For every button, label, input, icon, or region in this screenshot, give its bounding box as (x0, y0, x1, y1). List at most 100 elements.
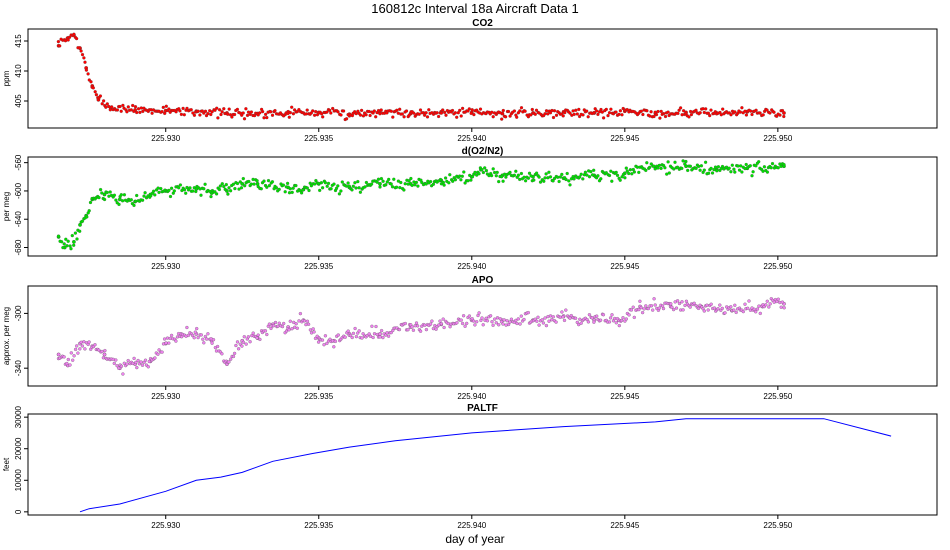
scatter-dot (131, 361, 135, 366)
scatter-dot (779, 164, 783, 169)
scatter-dot (214, 192, 219, 196)
scatter-dot (418, 329, 423, 333)
scatter-dot (202, 187, 206, 191)
scatter-dot (743, 302, 747, 306)
scatter-dot (420, 180, 424, 185)
scatter-dot (610, 179, 614, 183)
scatter-dot (203, 109, 208, 113)
scatter-dot (680, 300, 684, 304)
scatter-dot (75, 344, 79, 348)
scatter-dot (82, 56, 86, 60)
scatter-dot (98, 94, 103, 98)
scatter-dot (119, 109, 123, 113)
scatter-dot (757, 304, 761, 308)
scatter-dot (142, 194, 146, 198)
scatter-dot (291, 186, 295, 190)
scatter-dot (590, 316, 594, 320)
scatter-dot (378, 335, 382, 339)
scatter-dot (169, 186, 174, 190)
scatter-dot (702, 309, 706, 313)
scatter-dot (554, 320, 558, 324)
scatter-dot (376, 177, 381, 181)
y-tick-label: 30000 (14, 405, 23, 428)
scatter-dot (768, 111, 772, 115)
scatter-dot (519, 171, 524, 176)
scatter-dot (592, 110, 596, 115)
panel-3: APO approx. per meg 225.930 225.935 225.940 2… (2, 275, 938, 401)
scatter-dot (125, 110, 129, 114)
scatter-dot (696, 306, 701, 311)
scatter-dot (105, 190, 109, 195)
scatter-dot (623, 176, 627, 180)
scatter-dot (596, 112, 600, 117)
series-line (79, 418, 892, 513)
scatter-dot (709, 302, 713, 306)
scatter-dot (779, 305, 783, 309)
scatter-dot (551, 115, 556, 120)
scatter-dot (646, 306, 650, 311)
scatter-dot (552, 176, 557, 181)
scatter-dot (209, 194, 213, 199)
y-axis-label: per meg (2, 192, 11, 221)
scatter-dot (156, 352, 160, 356)
scatter-dot (263, 329, 268, 333)
scatter-dot (422, 113, 427, 117)
scatter-dot (702, 168, 706, 172)
scatter-dot (226, 192, 230, 196)
scatter-dot (222, 184, 226, 189)
scatter-dot (174, 339, 178, 343)
scatter-dot (381, 179, 385, 183)
scatter-dot (481, 323, 485, 327)
scatter-dot (516, 317, 520, 321)
scatter-dot (167, 188, 171, 193)
scatter-dot (775, 299, 779, 304)
scatter-dot (61, 245, 65, 250)
scatter-dot (66, 357, 70, 362)
scatter-dot (85, 215, 89, 219)
scatter-dot (353, 181, 357, 185)
scatter-dot (307, 188, 311, 193)
scatter-dot (709, 166, 713, 171)
data-point (56, 352, 61, 357)
scatter-dot (242, 117, 247, 121)
scatter-dot (617, 323, 621, 328)
scatter-dot (184, 191, 188, 195)
scatter-dot (385, 331, 389, 335)
scatter-dot (732, 308, 736, 312)
scatter-dot (136, 358, 140, 363)
scatter-dot (105, 102, 109, 106)
scatter-dot (557, 179, 561, 184)
scatter-dot (527, 171, 532, 175)
scatter-dot (412, 111, 416, 115)
scatter-dot (132, 203, 136, 208)
scatter-dot (255, 336, 259, 340)
scatter-dot (220, 182, 224, 186)
scatter-dot (164, 341, 168, 345)
scatter-dot (206, 111, 210, 116)
scatter-dot (160, 109, 164, 114)
scatter-dot (730, 163, 734, 167)
scatter-dot (290, 327, 294, 331)
scatter-dot (560, 310, 564, 314)
scatter-dot (76, 351, 80, 355)
scatter-dot (354, 186, 358, 190)
scatter-dot (199, 333, 203, 337)
scatter-dot (326, 181, 331, 186)
scatter-dot (372, 332, 377, 336)
scatter-dot (414, 321, 419, 325)
scatter-dot (122, 193, 127, 197)
scatter-dot (670, 305, 674, 309)
scatter-dot (438, 177, 443, 182)
scatter-dot (697, 164, 701, 169)
scatter-dot (167, 341, 171, 345)
scatter-dot (701, 107, 705, 111)
scatter-dot (437, 323, 441, 327)
scatter-dot (652, 114, 656, 119)
scatter-dot (73, 347, 78, 352)
scatter-dot (733, 303, 737, 307)
scatter-dot (522, 175, 526, 179)
scatter-dot (749, 109, 753, 113)
scatter-dot (632, 315, 636, 320)
scatter-dot (192, 186, 196, 190)
scatter-dot (368, 334, 373, 338)
